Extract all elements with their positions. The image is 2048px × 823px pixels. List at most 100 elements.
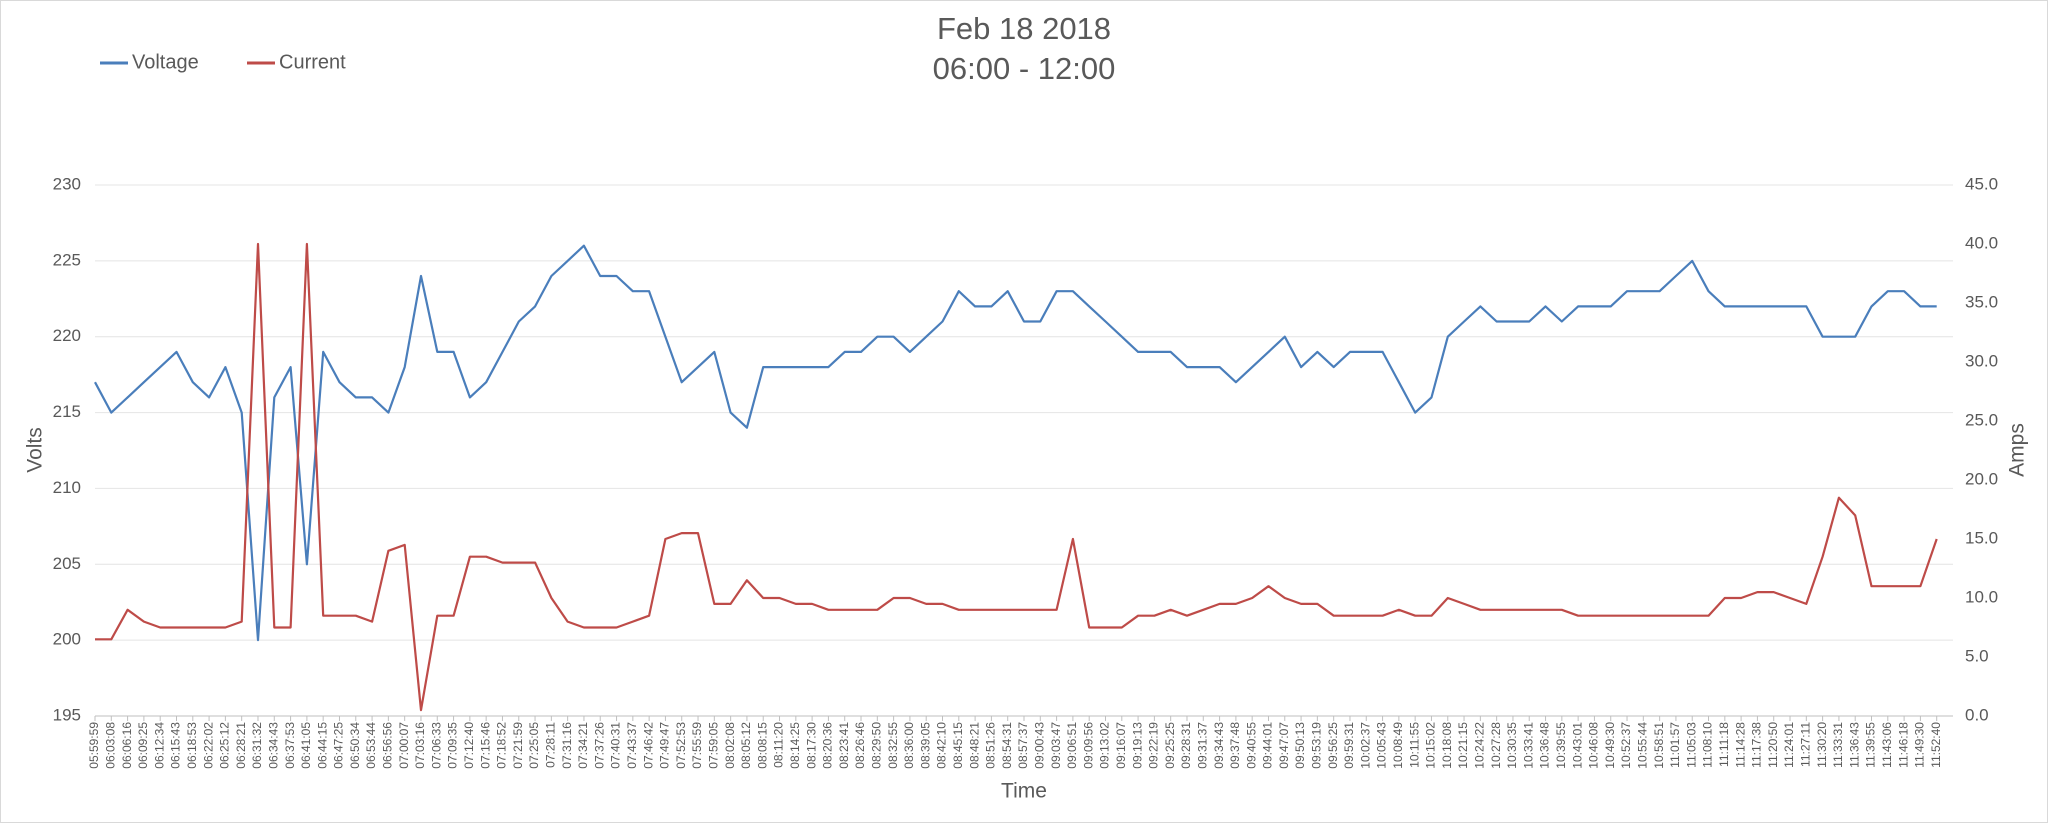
x-tick-label: 07:40:31: [609, 722, 623, 769]
x-tick-label: 09:25:25: [1163, 722, 1177, 769]
x-tick-label: 11:49:30: [1913, 722, 1927, 768]
x-tick-label: 09:00:43: [1032, 722, 1046, 769]
x-tick-label: 07:46:42: [641, 722, 655, 769]
y-tick-label: 210: [53, 478, 81, 497]
x-tick-label: 06:41:05: [299, 722, 313, 769]
x-tick-label: 11:14:28: [1733, 722, 1747, 768]
x-tick-label: 08:17:30: [804, 722, 818, 769]
x-tick-label: 10:27:28: [1489, 722, 1503, 769]
x-tick-label: 07:09:35: [446, 722, 460, 769]
x-tick-label: 06:56:56: [381, 722, 395, 769]
x-tick-label: 06:18:53: [185, 722, 199, 769]
x-tick-label: 10:02:37: [1358, 722, 1372, 769]
x-tick-label: 09:59:31: [1342, 722, 1356, 769]
series-line: [95, 242, 1938, 712]
y-tick-label: 225: [53, 250, 81, 269]
x-tick-label: 09:28:31: [1179, 722, 1193, 769]
x-tick-label: 09:50:13: [1293, 722, 1307, 769]
y2-tick-label: 15.0: [1965, 528, 1998, 547]
x-tick-label: 09:53:19: [1310, 722, 1324, 769]
y2-tick-label: 20.0: [1965, 469, 1998, 488]
x-tick-label: 08:29:50: [869, 722, 883, 769]
x-tick-label: 08:57:37: [1016, 722, 1030, 769]
x-tick-label: 09:22:19: [1147, 722, 1161, 769]
x-tick-label: 09:44:01: [1261, 722, 1275, 769]
x-tick-label: 10:49:30: [1603, 722, 1617, 769]
x-tick-label: 08:54:31: [1000, 722, 1014, 769]
y2-tick-label: 0.0: [1965, 705, 1989, 724]
x-tick-label: 09:19:13: [1130, 722, 1144, 769]
x-tick-label: 07:25:05: [527, 722, 541, 769]
x-tick-label: 07:49:47: [658, 722, 672, 769]
x-tick-label: 07:31:16: [560, 722, 574, 769]
x-tick-label: 08:51:26: [984, 722, 998, 769]
x-tick-label: 08:45:15: [951, 722, 965, 769]
x-tick-label: 07:55:59: [690, 722, 704, 769]
x-tick-label: 08:14:25: [788, 722, 802, 769]
x-tick-label: 11:39:55: [1864, 722, 1878, 768]
x-tick-label: 09:09:56: [1081, 722, 1095, 769]
x-tick-label: 06:50:34: [348, 722, 362, 769]
x-tick-label: 08:48:21: [967, 722, 981, 769]
x-tick-label: 06:22:02: [201, 722, 215, 769]
x-tick-label: 09:06:51: [1065, 722, 1079, 769]
x-tick-label: 11:36:43: [1847, 722, 1861, 768]
x-tick-label: 08:36:00: [902, 722, 916, 769]
y2-tick-label: 25.0: [1965, 410, 1998, 429]
x-tick-label: 11:43:06: [1880, 722, 1894, 768]
x-tick-label: 10:21:15: [1456, 722, 1470, 769]
y-tick-label: 205: [53, 554, 81, 573]
x-tick-label: 06:28:21: [234, 722, 248, 769]
y-tick-label: 215: [53, 402, 81, 421]
x-tick-label: 11:01:57: [1668, 722, 1682, 768]
y2-tick-label: 10.0: [1965, 587, 1998, 606]
x-tick-label: 10:24:22: [1473, 722, 1487, 769]
x-tick-label: 11:24:01: [1782, 722, 1796, 768]
x-tick-label: 07:34:21: [576, 722, 590, 769]
y-axis-title: Volts: [24, 427, 47, 473]
x-tick-label: 09:40:55: [1244, 722, 1258, 769]
x-tick-label: 09:37:48: [1228, 722, 1242, 769]
x-tick-label: 10:30:35: [1505, 722, 1519, 769]
x-axis-title: Time: [1001, 780, 1047, 803]
x-tick-label: 06:44:15: [315, 722, 329, 769]
chart-subtitle: 06:00 - 12:00: [933, 51, 1116, 86]
x-tick-label: 06:15:43: [169, 722, 183, 769]
legend-label: Voltage: [132, 51, 199, 73]
x-tick-label: 11:17:38: [1750, 722, 1764, 768]
chart-title: Feb 18 2018: [937, 11, 1111, 46]
x-tick-label: 07:18:52: [495, 722, 509, 769]
x-tick-label: 07:00:07: [397, 722, 411, 769]
y-tick-label: 200: [53, 630, 81, 649]
x-tick-label: 10:15:02: [1424, 722, 1438, 769]
x-tick-label: 08:42:10: [935, 722, 949, 769]
x-tick-label: 10:55:44: [1636, 722, 1650, 769]
x-tick-label: 10:11:55: [1407, 722, 1421, 768]
y2-tick-label: 40.0: [1965, 233, 1998, 252]
x-tick-label: 09:47:07: [1277, 722, 1291, 769]
x-tick-label: 11:20:50: [1766, 722, 1780, 768]
x-tick-label: 10:05:43: [1375, 722, 1389, 769]
x-tick-label: 11:46:18: [1896, 722, 1910, 768]
y-tick-label: 220: [53, 326, 81, 345]
x-tick-label: 08:08:15: [755, 722, 769, 769]
x-tick-label: 07:06:33: [429, 722, 443, 769]
x-tick-label: 06:53:44: [364, 722, 378, 769]
series-line: [94, 244, 1937, 642]
legend-label: Current: [279, 51, 346, 73]
x-tick-label: 06:03:08: [103, 722, 117, 769]
x-tick-label: 06:09:25: [136, 722, 150, 769]
y2-axis-title: Amps: [2006, 423, 2029, 477]
x-tick-label: 09:16:07: [1114, 722, 1128, 769]
y2-tick-label: 5.0: [1965, 646, 1989, 665]
x-tick-label: 09:13:02: [1098, 722, 1112, 769]
x-tick-label: 08:32:55: [886, 722, 900, 769]
x-tick-label: 11:27:11: [1798, 722, 1812, 767]
x-tick-label: 09:03:47: [1049, 722, 1063, 769]
x-tick-label: 10:43:01: [1570, 722, 1584, 769]
x-tick-label: 06:31:32: [250, 722, 264, 769]
y2-tick-label: 35.0: [1965, 292, 1998, 311]
